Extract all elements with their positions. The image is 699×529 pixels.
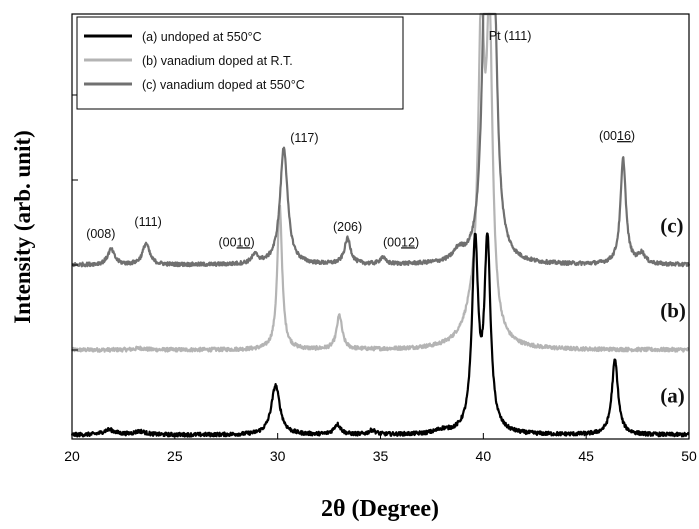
curve-label-2: (c) bbox=[660, 214, 683, 238]
peak-annotations: (008) (111) (0010) (117) (206) (0012) Pt (111)… bbox=[86, 29, 635, 250]
x-tick-label-2: 30 bbox=[270, 448, 286, 464]
x-tick-label-5: 45 bbox=[578, 448, 594, 464]
x-tick-label-4: 40 bbox=[476, 448, 492, 464]
curve-labels: (a) (b) (c) bbox=[660, 214, 686, 408]
x-tick-label-1: 25 bbox=[167, 448, 183, 464]
legend-label-0: (a) undoped at 550°C bbox=[142, 30, 262, 44]
series-line-1 bbox=[70, 12, 690, 353]
peak-annotation-7: (0016) bbox=[599, 129, 635, 143]
peak-annotation-4: (206) bbox=[333, 220, 362, 234]
x-tick-label-3: 35 bbox=[373, 448, 389, 464]
peak-annotation-1: (111) bbox=[134, 215, 161, 229]
legend-label-1: (b) vanadium doped at R.T. bbox=[142, 54, 293, 68]
legend-box bbox=[76, 16, 404, 110]
curve-label-0: (a) bbox=[660, 384, 685, 408]
y-axis-title: Intensity (arb. unit) bbox=[10, 130, 35, 324]
peak-annotation-5: (0012) bbox=[383, 235, 419, 249]
x-tick-label-6: 50 bbox=[681, 448, 697, 464]
peak-annotation-2: (0010) bbox=[218, 235, 254, 249]
series-line-2 bbox=[71, 12, 691, 268]
legend-label-2: (c) vanadium doped at 550°C bbox=[142, 78, 305, 92]
x-axis-title: 2θ (Degree) bbox=[321, 496, 439, 522]
x-tick-label-0: 20 bbox=[64, 448, 80, 464]
plot-frame bbox=[71, 13, 690, 440]
peak-annotation-0: (008) bbox=[86, 227, 115, 241]
peak-annotation-3: (117) bbox=[290, 131, 318, 145]
peak-annotation-6: Pt (111) bbox=[489, 29, 532, 43]
curve-label-1: (b) bbox=[660, 299, 686, 323]
axis-ticks: 20 25 30 35 40 45 50 bbox=[64, 94, 697, 464]
legend: (a) undoped at 550°C (b) vanadium doped a… bbox=[76, 16, 404, 110]
